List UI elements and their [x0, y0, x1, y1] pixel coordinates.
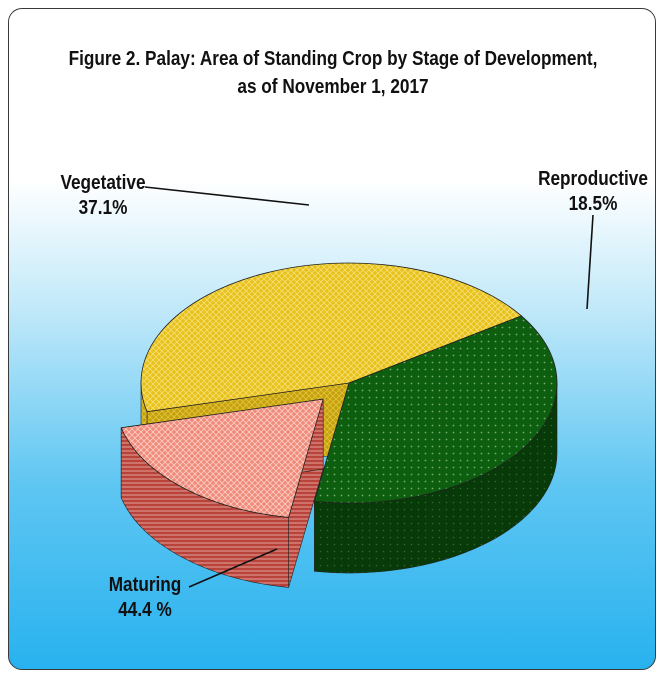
data-label-maturing-category: Maturing	[109, 573, 182, 596]
chart-frame: Figure 2. Palay: Area of Standing Crop b…	[8, 8, 656, 670]
data-label-maturing-value: 44.4 %	[118, 598, 172, 621]
chart-title-line-2: as of November 1, 2017	[237, 76, 429, 98]
data-label-vegetative-value: 37.1%	[79, 196, 128, 219]
chart-title-line-1: Figure 2. Palay: Area of Standing Crop b…	[68, 48, 598, 70]
slice-vegetative	[313, 315, 558, 574]
slice-reproductive-top	[120, 398, 324, 518]
data-label-reproductive-category: Reproductive	[538, 167, 648, 190]
slice-reproductive	[120, 398, 324, 588]
leader-line-reproductive	[586, 214, 594, 310]
leader-line-vegetative	[144, 186, 310, 206]
chart-title: Figure 2. Palay: Area of Standing Crop b…	[54, 45, 611, 101]
slice-maturing-top	[140, 262, 523, 413]
leader-line-maturing	[188, 548, 278, 588]
data-label-reproductive-value: 18.5%	[569, 192, 618, 215]
data-label-vegetative-category: Vegetative	[60, 171, 145, 194]
slice-vegetative-top	[313, 315, 558, 504]
pie-layer	[120, 262, 558, 588]
